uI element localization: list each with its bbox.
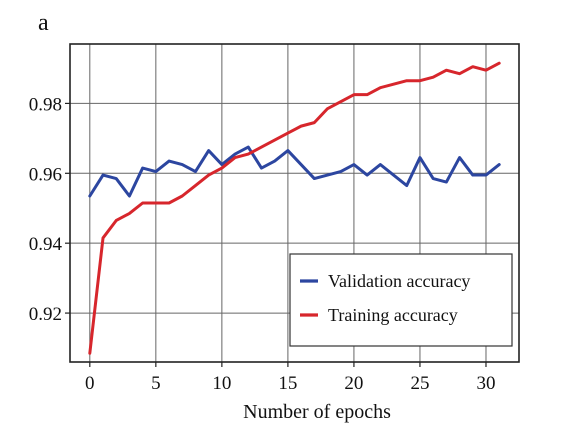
x-tick-label: 5 (151, 373, 161, 394)
x-tick-label: 10 (212, 373, 231, 394)
panel-label: a (38, 10, 49, 36)
legend-label: Validation accuracy (328, 271, 470, 291)
series-group (88, 61, 501, 355)
series-line-0 (88, 145, 501, 198)
x-tick-label: 15 (278, 373, 297, 394)
y-tick-label: 0.94 (29, 234, 63, 255)
y-tick-label: 0.92 (29, 304, 62, 325)
y-axis-ticks: 0.92 0.94 0.96 0.98 (29, 94, 70, 325)
x-axis-label: Number of epochs (243, 401, 391, 423)
grid (70, 44, 519, 362)
plot-frame (69, 43, 520, 363)
x-tick-label: 0 (85, 373, 95, 394)
y-tick-label: 0.96 (29, 164, 62, 185)
series-line-1 (88, 61, 501, 355)
legend-label: Training accuracy (328, 305, 458, 325)
x-tick-label: 30 (476, 373, 495, 394)
x-axis-ticks: 0 5 10 15 20 25 30 (85, 362, 495, 394)
x-tick-label: 25 (410, 373, 429, 394)
y-tick-label: 0.98 (29, 94, 62, 115)
x-tick-label: 20 (344, 373, 363, 394)
legend-box (289, 253, 513, 347)
legend: Validation accuracy Training accuracy (289, 253, 513, 347)
